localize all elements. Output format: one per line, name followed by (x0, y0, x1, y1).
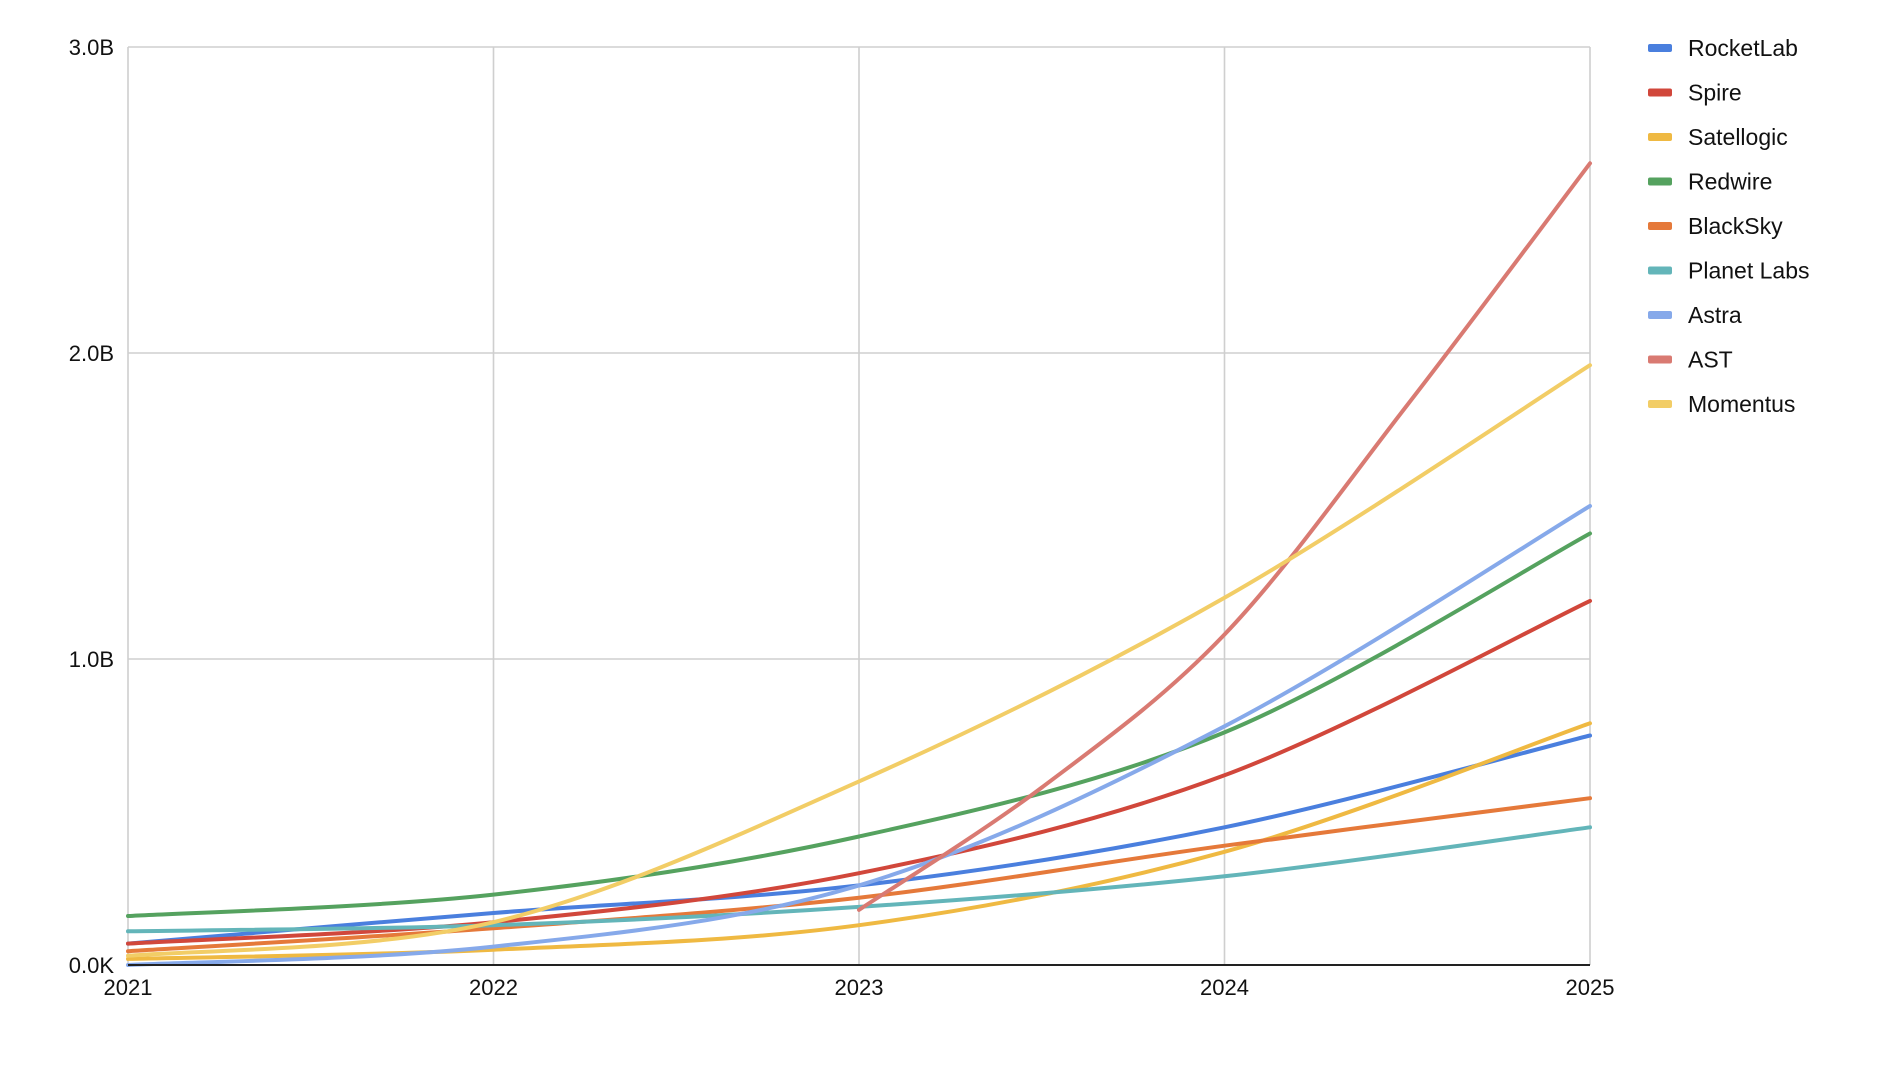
legend-swatch (1648, 266, 1672, 275)
series-lines (126, 161, 1592, 967)
legend-label: Spire (1688, 80, 1742, 106)
legend-item-satellogic: Satellogic (1648, 124, 1788, 150)
x-tick-label: 2024 (1200, 975, 1249, 1000)
series-line-blacksky (126, 796, 1592, 954)
series-line-redwire (126, 531, 1592, 918)
x-tick-label: 2021 (104, 975, 153, 1000)
legend-item-blacksky: BlackSky (1648, 213, 1783, 239)
x-tick-label: 2023 (835, 975, 884, 1000)
legend-item-astra: Astra (1648, 302, 1742, 328)
series-line-momentus (126, 363, 1592, 958)
legend-swatch (1648, 311, 1672, 319)
x-tick-label: 2022 (469, 975, 518, 1000)
legend: RocketLab Spire Satellogic Redwire BlackSky P… (1648, 35, 1809, 417)
legend-label: Planet Labs (1688, 258, 1809, 284)
y-tick-label: 2.0B (69, 341, 114, 366)
series-line-planet-labs (126, 825, 1592, 934)
legend-swatch (1648, 400, 1672, 408)
legend-swatch (1648, 177, 1672, 186)
legend-swatch (1648, 88, 1672, 97)
series-line-astra (126, 504, 1592, 967)
legend-swatch (1648, 44, 1672, 52)
legend-label: Redwire (1688, 169, 1772, 195)
legend-label: BlackSky (1688, 213, 1783, 239)
series-line-satellogic (126, 721, 1592, 961)
y-tick-label: 0.0K (69, 953, 115, 978)
legend-label: RocketLab (1688, 35, 1798, 61)
legend-item-planet-labs: Planet Labs (1648, 258, 1809, 284)
y-tick-label: 1.0B (69, 647, 114, 672)
series-line-spire (126, 598, 1592, 946)
legend-label: Astra (1688, 302, 1742, 328)
legend-label: Momentus (1688, 391, 1795, 417)
legend-label: AST (1688, 347, 1733, 373)
legend-item-spire: Spire (1648, 80, 1742, 106)
x-axis-tick-labels: 2021 2022 2023 2024 2025 (104, 975, 1615, 1000)
legend-swatch (1648, 355, 1672, 364)
legend-item-redwire: Redwire (1648, 169, 1772, 195)
legend-item-rocketlab: RocketLab (1648, 35, 1798, 61)
x-tick-label: 2025 (1566, 975, 1615, 1000)
legend-label: Satellogic (1688, 124, 1788, 150)
legend-swatch (1648, 222, 1672, 230)
y-axis-tick-labels: 0.0K 1.0B 2.0B 3.0B (69, 35, 115, 978)
legend-item-ast: AST (1648, 347, 1733, 373)
legend-item-momentus: Momentus (1648, 391, 1795, 417)
y-tick-label: 3.0B (69, 35, 114, 60)
legend-swatch (1648, 133, 1672, 141)
series-line-ast (857, 161, 1592, 912)
